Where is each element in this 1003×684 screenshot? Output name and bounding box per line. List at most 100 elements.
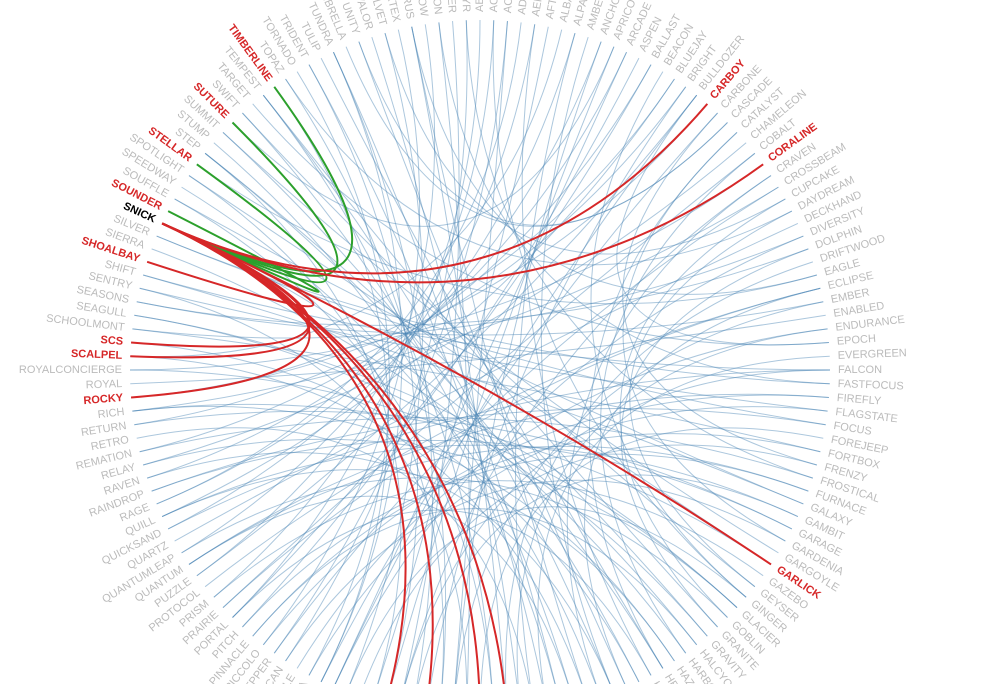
link	[242, 453, 809, 628]
highlighted-link	[161, 210, 320, 293]
node-label[interactable]: EVERGREEN	[837, 347, 907, 362]
node-label[interactable]: ROYAL	[86, 378, 123, 391]
link	[232, 509, 652, 676]
link	[196, 163, 817, 305]
link	[285, 78, 793, 266]
link	[167, 369, 831, 530]
link	[262, 94, 493, 684]
link	[629, 210, 793, 588]
node-label[interactable]: ROCKY	[83, 392, 124, 407]
link	[143, 274, 831, 371]
link	[455, 301, 824, 684]
link	[242, 112, 756, 588]
link	[204, 287, 821, 588]
link	[622, 132, 786, 542]
link	[262, 94, 718, 628]
link	[143, 274, 804, 505]
node-label[interactable]: FOCUS	[833, 420, 873, 438]
link	[139, 64, 652, 453]
link	[132, 404, 772, 565]
link	[622, 112, 817, 466]
link	[349, 506, 747, 684]
link	[404, 369, 831, 684]
link	[334, 235, 804, 684]
link	[363, 444, 817, 684]
link	[181, 24, 536, 554]
link	[590, 71, 747, 598]
link	[204, 152, 708, 637]
link	[196, 94, 698, 577]
link	[188, 393, 829, 565]
link	[252, 433, 821, 637]
link	[213, 480, 764, 598]
link	[143, 142, 747, 466]
highlighted-link	[161, 222, 407, 684]
node-label[interactable]: RICH	[97, 406, 125, 421]
link	[371, 36, 518, 684]
highlighted-link	[161, 121, 339, 277]
link	[130, 29, 563, 358]
link	[438, 22, 470, 684]
link	[262, 394, 829, 646]
link	[600, 152, 756, 654]
node-label[interactable]: SCS	[100, 334, 123, 348]
node-label[interactable]: ZEPHYR	[458, 0, 472, 13]
highlighted-links	[130, 86, 772, 684]
link	[181, 186, 597, 684]
node-label[interactable]: EPOCH	[836, 333, 876, 348]
link	[129, 369, 738, 608]
link	[188, 175, 772, 565]
node-label[interactable]: FALCON	[838, 364, 882, 376]
link	[136, 427, 530, 684]
link	[204, 152, 402, 684]
link	[404, 175, 772, 684]
link	[134, 314, 738, 608]
link	[151, 408, 826, 492]
link	[588, 132, 738, 669]
link	[516, 328, 828, 684]
node-label[interactable]: ACORN	[502, 0, 517, 14]
link	[156, 41, 602, 505]
link	[161, 469, 675, 662]
node-label[interactable]: ABACUS	[474, 0, 486, 12]
link	[252, 103, 829, 346]
link	[411, 26, 583, 684]
link	[146, 51, 627, 479]
link	[156, 22, 522, 505]
link	[566, 175, 772, 684]
link	[465, 20, 814, 479]
link	[129, 163, 764, 371]
link	[430, 86, 687, 684]
node-label[interactable]: FIREFLY	[836, 392, 882, 407]
links	[129, 19, 831, 684]
link	[146, 452, 611, 684]
link	[308, 64, 418, 684]
link	[181, 477, 728, 618]
link	[222, 132, 640, 683]
link	[377, 26, 549, 684]
node-label[interactable]: YONDER	[442, 0, 458, 14]
link	[285, 78, 446, 684]
link	[333, 51, 433, 684]
link	[161, 444, 799, 517]
link	[334, 51, 627, 684]
link	[130, 314, 826, 385]
link	[296, 71, 390, 676]
highlighted-link	[161, 103, 709, 275]
node-label[interactable]: SCALPEL	[71, 348, 123, 362]
link	[285, 479, 786, 662]
node-label[interactable]: ROYALCONCIERGE	[19, 364, 122, 376]
node-label[interactable]: ACCORD	[488, 0, 502, 13]
node-label[interactable]: FASTFOCUS	[837, 378, 903, 393]
link	[134, 314, 708, 637]
link	[358, 41, 728, 226]
link	[411, 26, 817, 295]
link	[188, 445, 809, 565]
link	[242, 57, 640, 628]
link	[151, 439, 793, 530]
link	[136, 301, 824, 336]
link	[132, 328, 821, 453]
link	[584, 287, 821, 684]
link	[134, 411, 793, 530]
highlighted-link	[130, 222, 311, 359]
